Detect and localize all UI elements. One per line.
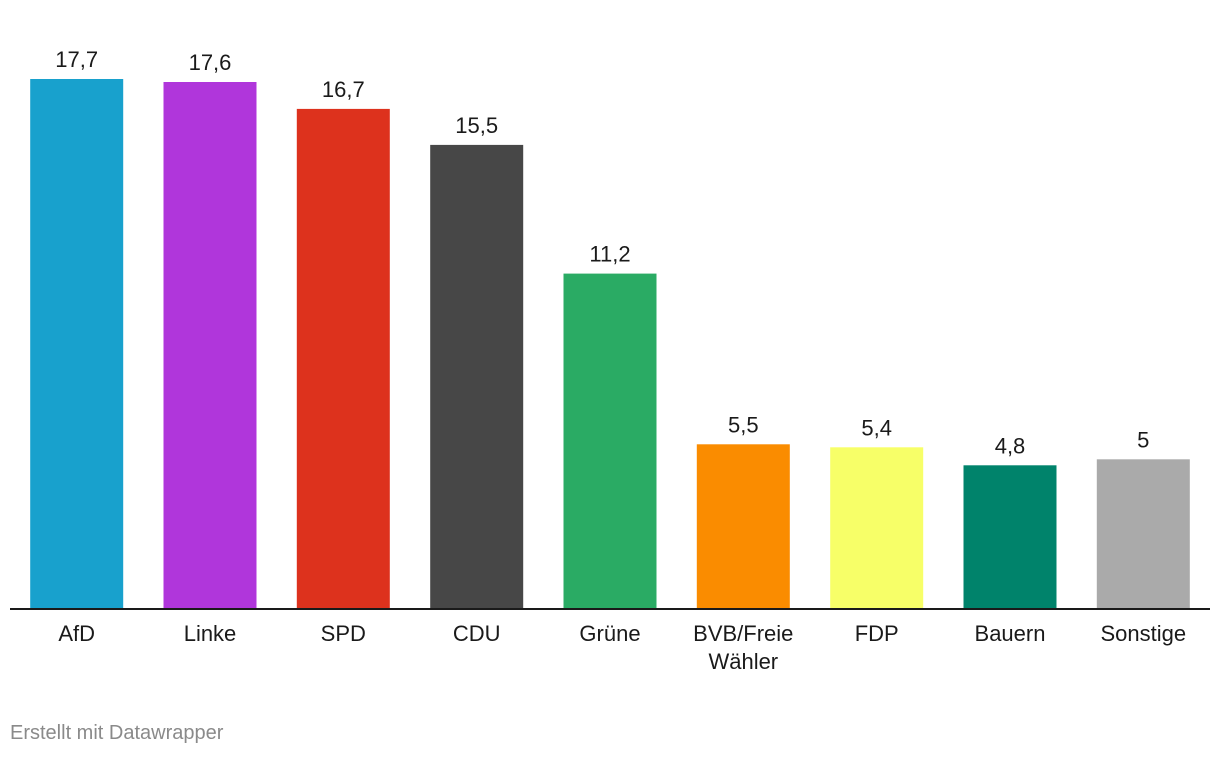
category-label-cdu: CDU — [453, 621, 501, 646]
bar-grune[interactable] — [563, 273, 657, 609]
bar-bvb-freie-wahler[interactable] — [696, 444, 790, 609]
bar-cdu[interactable] — [430, 144, 524, 609]
value-label-bauern: 4,8 — [995, 433, 1026, 458]
category-labels-group: AfD Linke SPD CDU Grüne BVB/Freie Wähler FDP Bau… — [58, 621, 1186, 674]
value-label-spd: 16,7 — [322, 77, 365, 102]
value-label-afd: 17,7 — [55, 47, 98, 72]
category-label-line: CDU — [453, 621, 501, 646]
bar-spd[interactable] — [296, 108, 390, 610]
category-label-line: AfD — [58, 621, 95, 646]
category-label-line: FDP — [855, 621, 899, 646]
value-label-bvb-freie-wahler: 5,5 — [728, 412, 759, 437]
category-label-spd: SPD — [321, 621, 366, 646]
bar-sonstige[interactable] — [1096, 459, 1190, 609]
bars-group — [30, 79, 1190, 610]
bar-chart: 17,7 17,6 16,7 15,5 11,2 5,5 5,4 4,8 5 AfD Linke S… — [10, 47, 1210, 674]
category-label-sonstige: Sonstige — [1100, 621, 1186, 646]
category-label-line: Bauern — [975, 621, 1046, 646]
category-label-line: BVB/Freie — [693, 621, 793, 646]
value-labels-group: 17,7 17,6 16,7 15,5 11,2 5,5 5,4 4,8 5 — [55, 47, 1149, 458]
category-label-line: SPD — [321, 621, 366, 646]
category-label-line: Wähler — [708, 649, 778, 674]
category-label-bauern: Bauern — [975, 621, 1046, 646]
value-label-grune: 11,2 — [589, 242, 630, 267]
category-label-grune: Grüne — [579, 621, 640, 646]
value-label-linke: 17,6 — [189, 50, 232, 75]
value-label-cdu: 15,5 — [455, 113, 498, 138]
category-label-fdp: FDP — [855, 621, 899, 646]
value-label-sonstige: 5 — [1137, 427, 1149, 452]
bar-afd[interactable] — [30, 79, 124, 609]
bar-fdp[interactable] — [830, 447, 924, 609]
category-label-bvb-freie-wahler: BVB/Freie Wähler — [693, 621, 793, 674]
category-label-line: Sonstige — [1100, 621, 1186, 646]
bar-linke[interactable] — [163, 82, 257, 609]
category-label-line: Linke — [184, 621, 237, 646]
category-label-afd: AfD — [58, 621, 95, 646]
bar-bauern[interactable] — [963, 465, 1057, 609]
value-label-fdp: 5,4 — [861, 415, 892, 440]
category-label-linke: Linke — [184, 621, 237, 646]
category-label-line: Grüne — [579, 621, 640, 646]
datawrapper-credit[interactable]: Erstellt mit Datawrapper — [10, 722, 224, 744]
